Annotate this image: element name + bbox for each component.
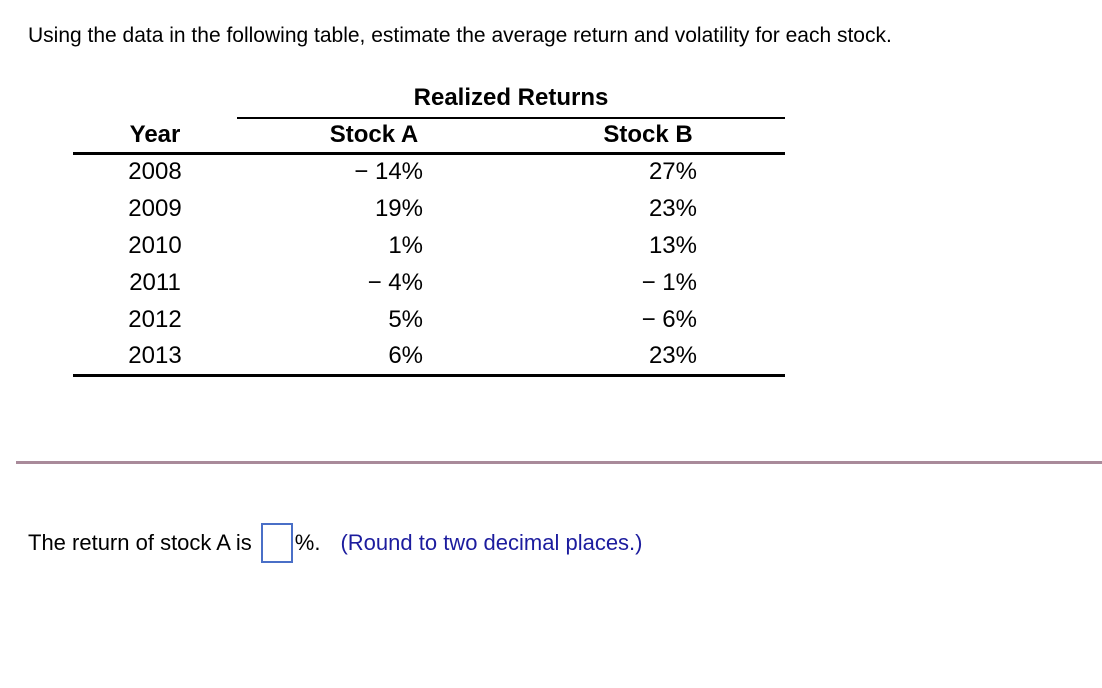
answer-row: The return of stock A is %. (Round to tw… — [28, 521, 643, 565]
year-cell: 2013 — [73, 338, 237, 377]
stock-a-cell: − 4% — [367, 268, 423, 296]
answer-rounding-hint: (Round to two decimal places.) — [340, 530, 643, 555]
stock-b-cell: 23% — [648, 194, 697, 222]
answer-input[interactable] — [260, 523, 293, 563]
stock-b-cell: 23% — [511, 338, 785, 377]
year-cell: 2011 — [129, 268, 181, 296]
year-cell: 2012 — [128, 305, 182, 333]
year-cell: 2009 — [128, 194, 182, 222]
stock-a-cell: 19% — [374, 194, 423, 222]
stock-a-cell: 5% — [388, 305, 423, 333]
stock-b-cell: 27% — [648, 158, 697, 186]
table-row: 2010 1% 13% — [73, 227, 785, 264]
stock-a-cell: 6% — [237, 338, 511, 377]
stock-b-cell: 13% — [648, 231, 697, 259]
stock-a-cell: − 14% — [354, 158, 423, 186]
column-header-year: Year — [73, 118, 237, 155]
year-cell: 2010 — [128, 231, 182, 259]
year-cell: 2008 — [128, 158, 182, 186]
stock-b-cell: − 6% — [641, 305, 697, 333]
answer-prefix-text: The return of stock A is — [28, 530, 252, 555]
column-header-stock-b: Stock B — [511, 118, 785, 155]
stock-b-cell: − 1% — [641, 268, 697, 296]
table-row: 2008 − 14% 27% — [73, 153, 785, 190]
stock-a-cell: 1% — [388, 231, 423, 259]
answer-suffix-text: %. — [294, 530, 321, 555]
table-row: 2012 5% − 6% — [73, 301, 785, 338]
table-row: 2009 19% 23% — [73, 190, 785, 227]
realized-returns-table: Realized Returns Year Stock A Stock B 20… — [73, 84, 785, 377]
table-row: 2011 − 4% − 1% — [73, 264, 785, 301]
table-row: 2013 6% 23% — [73, 338, 785, 377]
table-header-row: Year Stock A Stock B — [73, 118, 785, 155]
section-divider — [16, 461, 1102, 464]
table-group-header-row: Realized Returns — [73, 84, 785, 119]
group-header-spacer — [73, 84, 237, 118]
question-prompt: Using the data in the following table, e… — [28, 24, 892, 47]
column-header-stock-a: Stock A — [237, 118, 511, 155]
group-header-realized-returns: Realized Returns — [237, 84, 785, 119]
